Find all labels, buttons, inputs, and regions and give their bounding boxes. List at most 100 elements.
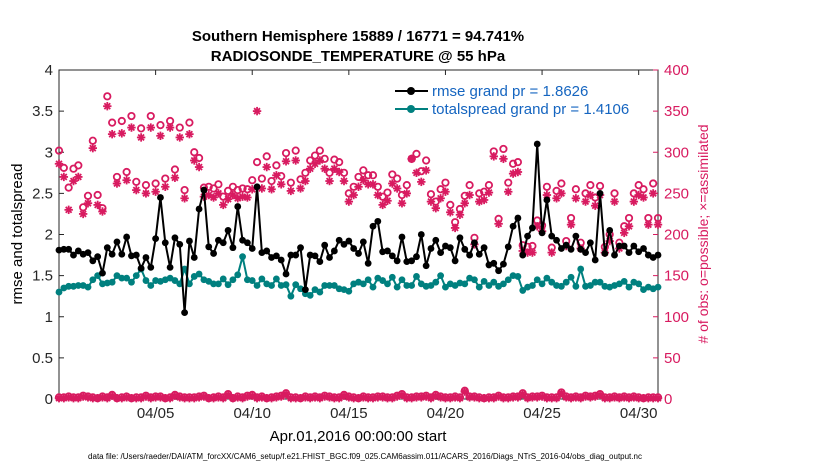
rmse-point [413, 253, 420, 261]
obs-assimilated-point [296, 184, 305, 193]
obs-possible-point [475, 189, 484, 198]
obs-assimilated-series [54, 101, 663, 403]
plot-area [58, 69, 659, 400]
rmse-point [297, 244, 304, 252]
rmse-point [611, 251, 618, 259]
obs-assimilated-point [339, 176, 349, 186]
obs-assimilated-point [436, 194, 445, 203]
rmse-point [152, 235, 160, 243]
obs-possible-point [214, 180, 223, 189]
obs-possible-point [185, 118, 194, 127]
rmse-point [176, 240, 184, 248]
rmse-point [388, 252, 396, 260]
rmse-point [615, 242, 623, 250]
rmse-point [490, 259, 498, 267]
rmse-point [519, 251, 527, 259]
obs-possible-point [262, 152, 271, 161]
rmse-point [330, 247, 338, 255]
obs-assimilated-point [165, 123, 175, 132]
rmse-point [340, 240, 348, 248]
totalspread-point [403, 282, 411, 289]
totalspread-point [620, 277, 628, 285]
rmse-point [461, 245, 469, 253]
obs-assimilated-point [368, 180, 378, 189]
obs-possible-point [383, 188, 392, 197]
rmse-point [480, 244, 488, 252]
obs-possible-point [359, 166, 368, 175]
rmse-point [471, 239, 478, 247]
obs-possible-point [137, 124, 146, 133]
obs-possible-point [238, 184, 247, 193]
rmse-point [432, 236, 440, 244]
chart-title-line2: RADIOSONDE_TEMPERATURE @ 55 hPa [211, 48, 506, 65]
obs-assimilated-point [277, 180, 286, 189]
rmse-point [103, 244, 111, 252]
obs-assimilated-point [272, 171, 281, 180]
rmse-point [113, 238, 121, 246]
rmse-point [190, 254, 198, 261]
totalspread-point [384, 280, 391, 288]
obs-assimilated-point-bottom [156, 393, 165, 402]
rmse-point [171, 234, 179, 242]
obs-possible-point [146, 111, 155, 121]
rmse-point [630, 242, 638, 250]
obs-possible-point [364, 171, 373, 180]
rmse-point [89, 257, 97, 265]
rmse-point [316, 258, 324, 266]
ytick-right-label: 400 [664, 62, 689, 79]
obs-assimilated-point [88, 143, 98, 153]
rmse-point [355, 250, 362, 257]
rmse-point [118, 250, 126, 258]
rmse-point [538, 229, 546, 237]
rmse-point [504, 243, 512, 251]
obs-possible-point [103, 92, 112, 101]
totalspread-point [500, 280, 507, 288]
legend-spread-marker [407, 105, 415, 113]
ytick-right-label: 0 [664, 391, 672, 408]
obs-possible-point [310, 151, 320, 160]
totalspread-point [229, 276, 237, 284]
obs-possible-point [542, 182, 551, 191]
obs-assimilated-point [320, 164, 329, 173]
obs-assimilated-point [74, 172, 83, 182]
totalspread-point [181, 265, 188, 273]
obs-assimilated-point [644, 220, 653, 229]
rmse-point [94, 253, 102, 261]
obs-assimilated-point [446, 208, 455, 217]
obs-possible-point [248, 176, 257, 185]
totalspread-point [316, 288, 324, 296]
rmse-point [132, 251, 140, 259]
rmse-point [195, 205, 203, 213]
obs-possible-point [571, 185, 580, 194]
totalspread-point [485, 282, 493, 289]
obs-assimilated-point [325, 176, 334, 186]
obs-possible-point [83, 191, 93, 200]
rmse-point [427, 245, 435, 252]
rmse-point [335, 236, 343, 244]
obs-possible-point [446, 200, 455, 209]
totalspread-point [142, 277, 150, 284]
totalspread-point [471, 276, 478, 284]
rmse-point [99, 269, 106, 277]
obs-possible-point [291, 146, 300, 155]
obs-assimilated-point-bottom [460, 387, 469, 396]
rmse-point [161, 239, 169, 247]
ytick-left-label: 3.5 [32, 103, 53, 120]
totalspread-point [359, 280, 367, 288]
right-axis-ticks: 0 50 100 150 200 250 300 350 400 [653, 62, 689, 408]
chart-title-line1: Southern Hemisphere 15889 / 16771 = 94.7… [192, 28, 524, 45]
obs-possible-point [412, 149, 421, 158]
obs-assimilated-point-bottom [223, 390, 233, 400]
obs-possible-point [59, 163, 68, 172]
obs-possible-point [301, 168, 310, 177]
totalspread-point [413, 273, 420, 280]
obs-assimilated-point [93, 200, 102, 210]
obs-assimilated-point [417, 177, 426, 187]
obs-assimilated-point-bottom [653, 393, 663, 403]
obs-possible-point [422, 156, 431, 165]
obs-possible-point [127, 111, 136, 121]
totalspread-point [364, 276, 372, 284]
ylabel-right: # of obs: o=possible; ×=assimilated [695, 124, 711, 343]
obs-possible-point [393, 174, 402, 183]
totalspread-point [543, 274, 551, 282]
